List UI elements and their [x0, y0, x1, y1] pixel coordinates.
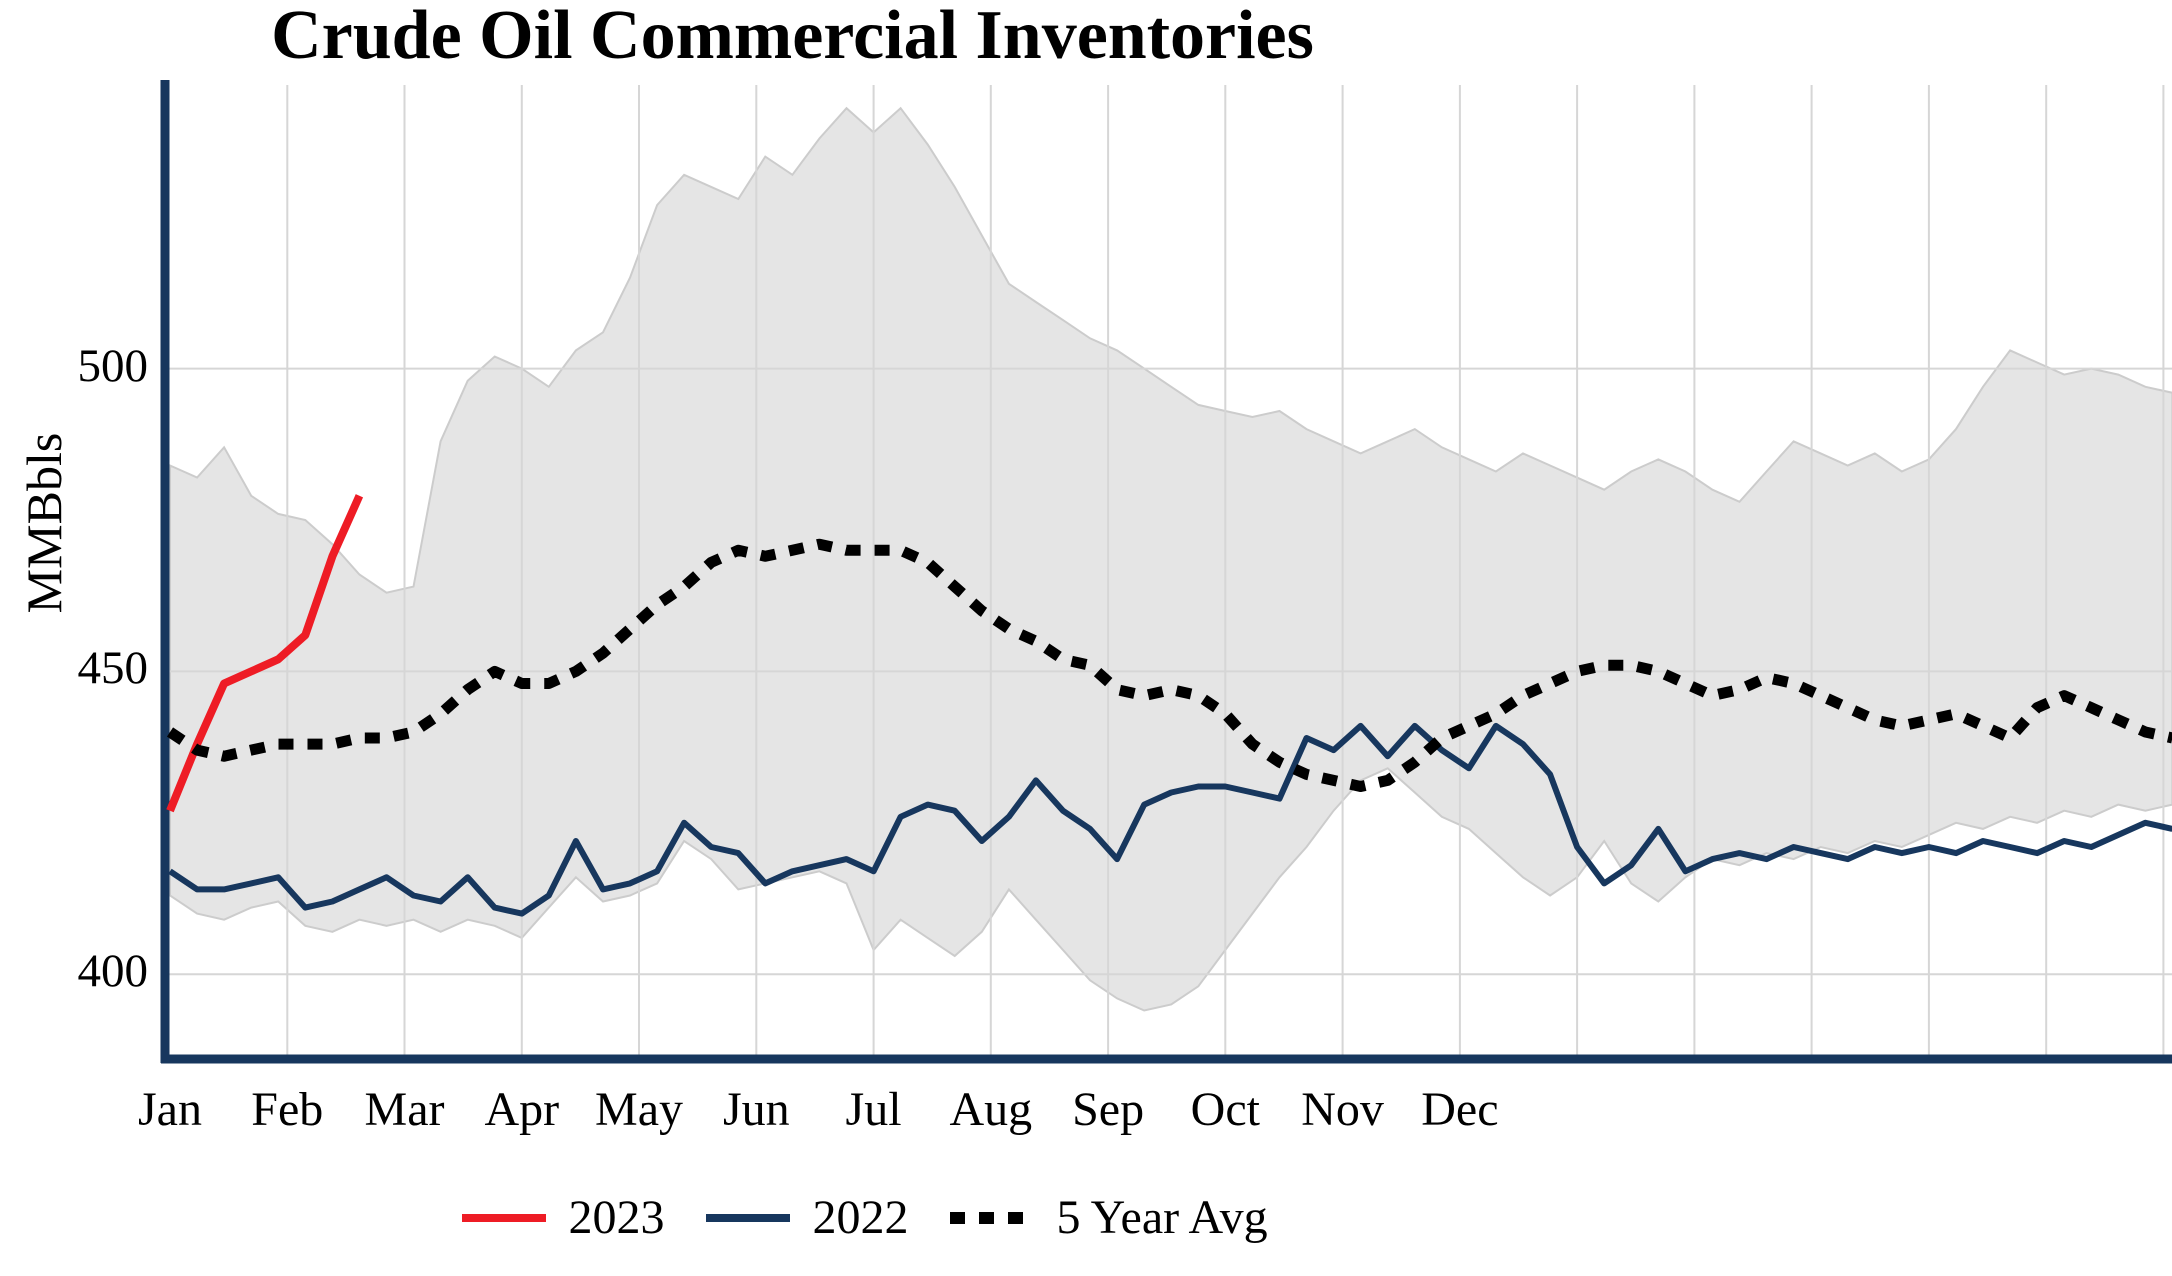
series-2022 — [168, 722, 2172, 917]
y-tick-label-400: 400 — [77, 945, 149, 998]
x-tick-label-aug: Aug — [949, 1083, 1033, 1136]
x-tick-label-jul: Jul — [845, 1083, 902, 1136]
legend-item-2022: 2022 — [706, 1190, 908, 1245]
x-tick-label-jan: Jan — [138, 1083, 202, 1136]
legend-swatch-2022-line — [706, 1213, 791, 1222]
chart-title: Crude Oil Commercial Inventories — [271, 0, 1314, 74]
x-tick-label-sep: Sep — [1072, 1083, 1145, 1136]
legend-item-2023: 2023 — [462, 1190, 664, 1245]
five-year-range-band — [169, 106, 2172, 1012]
y-tick-label-450: 450 — [77, 642, 149, 695]
legend: 2023 2022 5 Year Avg — [0, 1190, 1730, 1245]
legend-label-5-year-avg: 5 Year Avg — [1056, 1191, 1268, 1244]
x-tick-label-feb: Feb — [251, 1083, 324, 1136]
x-tick-label-oct: Oct — [1190, 1083, 1260, 1136]
legend-swatch-5-year-avg-dotted-line — [950, 1211, 1035, 1224]
x-tick-label-dec: Dec — [1421, 1083, 1499, 1136]
x-tick-label-apr: Apr — [484, 1083, 560, 1136]
series-2023 — [166, 494, 364, 813]
y-axis-label: MMBbls — [16, 432, 72, 614]
legend-item-5-year-avg: 5 Year Avg — [950, 1190, 1268, 1245]
x-tick-label-mar: Mar — [364, 1083, 445, 1136]
x-tick-label-may: May — [595, 1083, 684, 1136]
x-tick-label-jun: Jun — [722, 1083, 790, 1136]
legend-swatch-2023-line — [462, 1213, 547, 1222]
series-5-year-avg — [166, 538, 2172, 792]
legend-label-2022: 2022 — [812, 1191, 909, 1244]
legend-label-2023: 2023 — [568, 1191, 665, 1244]
x-tick-label-nov: Nov — [1301, 1083, 1384, 1136]
y-tick-label-500: 500 — [77, 339, 149, 392]
